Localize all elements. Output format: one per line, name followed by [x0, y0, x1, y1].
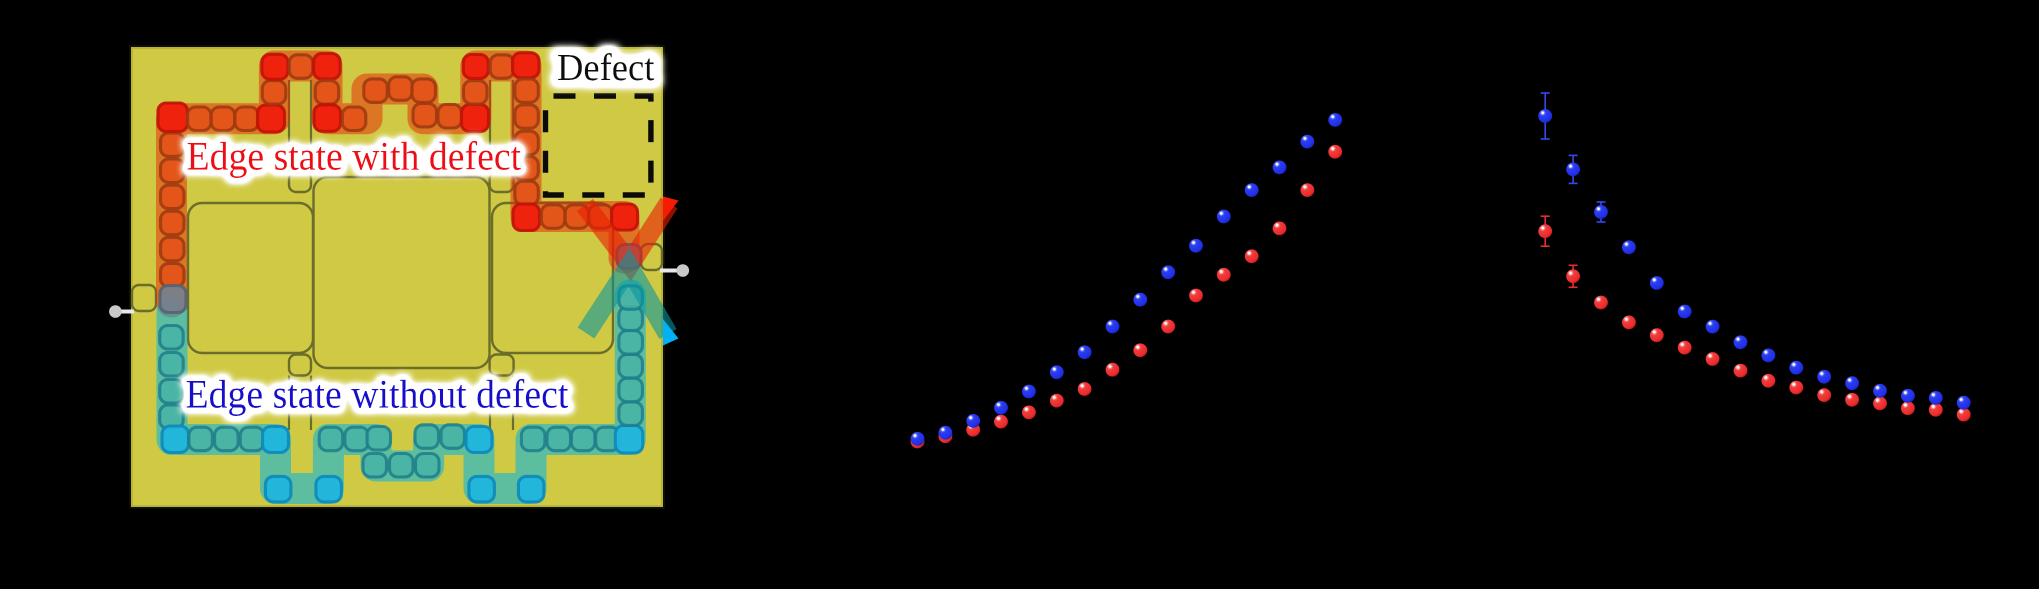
svg-text:Edge state without defect: Edge state without defect	[186, 372, 569, 416]
svg-text:Edge state with defect: Edge state with defect	[187, 134, 522, 178]
svg-text:Defect: Defect	[557, 47, 655, 89]
